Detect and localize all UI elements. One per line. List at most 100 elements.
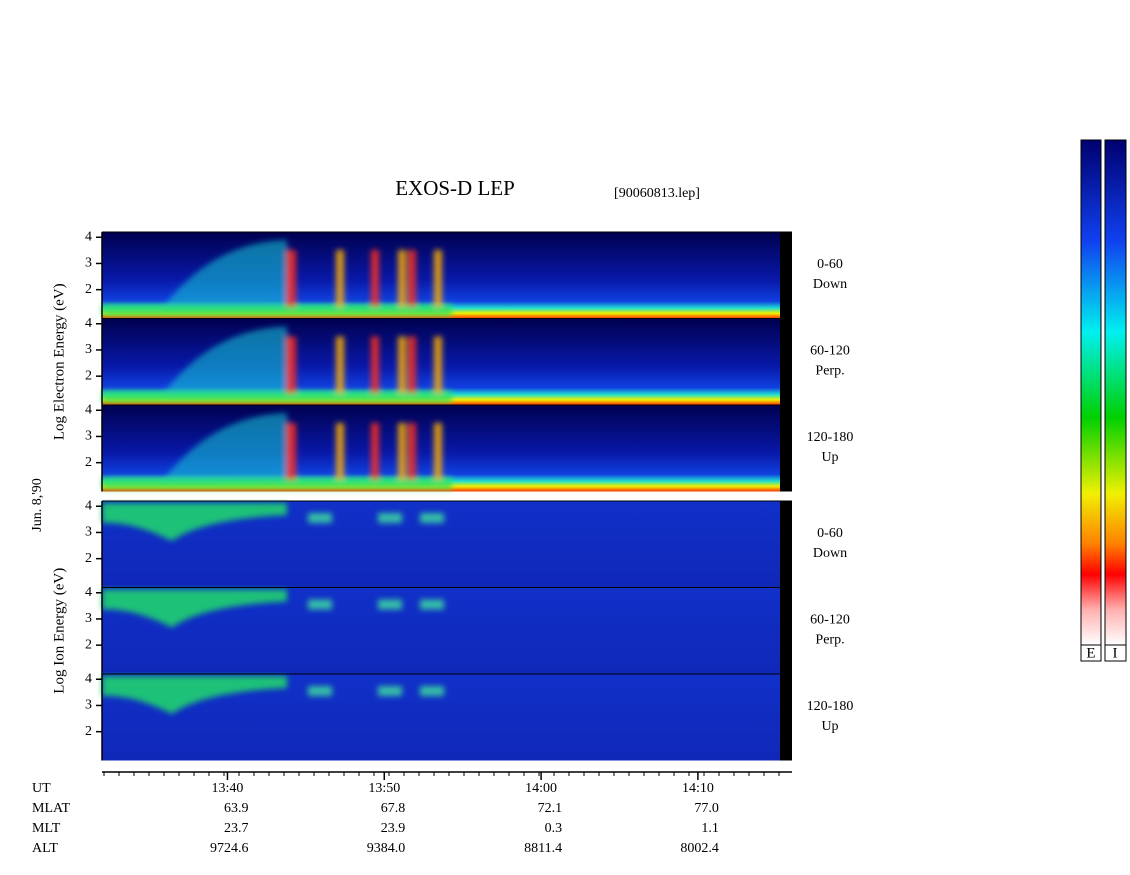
orbit-value: 1.1	[701, 821, 719, 836]
chart-subtitle: [90060813.lep]	[614, 186, 700, 201]
orbit-value: 8811.4	[524, 841, 562, 856]
y-tick-label: 4	[85, 316, 92, 331]
orbit-row-label: UT	[32, 781, 51, 796]
spectrogram-feature	[286, 423, 296, 480]
orbit-value: 23.9	[381, 821, 406, 836]
spectrogram-feature	[102, 477, 452, 490]
spectrogram-feature	[378, 599, 402, 610]
spectrogram-features	[102, 326, 452, 403]
colorbar	[1080, 139, 1102, 646]
spectrogram-feature	[408, 336, 416, 393]
spectrogram-feature	[371, 336, 379, 393]
y-tick-label: 4	[85, 498, 92, 513]
orbit-row-label: MLT	[32, 821, 61, 836]
spectrogram-feature	[308, 599, 332, 610]
spectrogram-feature	[371, 423, 379, 480]
spectrogram-features	[102, 413, 452, 490]
spectrogram-feature	[102, 391, 452, 403]
y-tick-label: 3	[85, 342, 92, 357]
panel-label: 60-120	[810, 613, 850, 628]
spectrogram-features	[102, 240, 452, 317]
y-tick-label: 3	[85, 429, 92, 444]
panel-label: Perp.	[815, 633, 844, 648]
y-axis-label: Log Electron Energy (eV)	[51, 283, 67, 440]
spectrogram-feature	[420, 686, 444, 696]
spectrogram-feature	[398, 336, 406, 393]
y-axis-label: Log Ion Energy (eV)	[51, 568, 67, 694]
orbit-row-label: MLAT	[32, 801, 71, 816]
spectrogram-feature	[102, 589, 287, 628]
spectrogram-feature	[434, 336, 442, 393]
spectrogram-feature	[308, 686, 332, 696]
colorbar-label-box	[1080, 644, 1102, 662]
y-tick-label: 3	[85, 611, 92, 626]
spectrogram-feature	[102, 304, 452, 317]
x-tick-label: 13:50	[368, 781, 400, 796]
orbit-value: 9724.6	[210, 841, 249, 856]
panel-label: Down	[813, 277, 847, 292]
spectrogram-feature	[162, 240, 287, 309]
y-tick-label: 2	[85, 724, 92, 739]
colorbar	[1104, 139, 1127, 646]
panel-label: 120-180	[807, 699, 854, 714]
panel-label: Up	[821, 719, 838, 734]
spectrogram-feature	[286, 250, 296, 307]
spectrogram-feature	[286, 336, 296, 393]
spectrogram-feature	[408, 250, 416, 307]
spectrogram-edge	[780, 318, 792, 405]
spectrogram-feature	[408, 423, 416, 480]
colorbar-label: I	[1113, 645, 1118, 661]
spectrogram-feature	[336, 423, 344, 480]
orbit-value: 23.7	[224, 821, 249, 836]
spectrogram-edge	[780, 232, 792, 319]
panel-label: Up	[821, 450, 838, 465]
y-tick-label: 4	[85, 671, 92, 686]
spectrogram-feature	[308, 513, 332, 523]
panel-label: 0-60	[817, 526, 843, 541]
orbit-value: 8002.4	[680, 841, 719, 856]
spectrogram-feature	[420, 513, 444, 523]
spectrogram-feature	[398, 423, 406, 480]
chart-title: EXOS-D LEP	[395, 176, 515, 200]
y-tick-label: 4	[85, 402, 92, 417]
x-tick-label: 14:10	[682, 781, 714, 796]
spectrogram-features	[102, 589, 444, 628]
spectrogram-feature	[398, 250, 406, 307]
spectrogram-feature	[434, 423, 442, 480]
spectrogram-features	[102, 676, 444, 714]
y-tick-label: 3	[85, 525, 92, 540]
panel-label: Perp.	[815, 364, 844, 379]
y-tick-label: 2	[85, 637, 92, 652]
spectrogram-feature	[162, 326, 287, 395]
y-tick-label: 2	[85, 368, 92, 383]
spectrogram-feature	[102, 676, 287, 714]
y-tick-label: 2	[85, 551, 92, 566]
spectrogram-edge	[780, 405, 792, 492]
orbit-value: 77.0	[694, 801, 719, 816]
spectrogram-feature	[162, 413, 287, 482]
y-tick-label: 4	[85, 585, 92, 600]
spectrogram-feature	[371, 250, 379, 307]
panel-label: 60-120	[810, 344, 850, 359]
y-tick-label: 4	[85, 229, 92, 244]
x-tick-label: 14:00	[525, 781, 557, 796]
orbit-value: 67.8	[381, 801, 406, 816]
panel-label: 0-60	[817, 257, 843, 272]
spectrogram-feature	[434, 250, 442, 307]
colorbar-label: E	[1086, 645, 1095, 661]
date-label: Jun. 8,'90	[30, 478, 45, 531]
colorbar-label-box	[1104, 644, 1127, 662]
spectrogram-feature	[378, 686, 402, 696]
y-tick-label: 3	[85, 698, 92, 713]
orbit-value: 63.9	[224, 801, 249, 816]
y-tick-label: 3	[85, 256, 92, 271]
spectrogram-edge	[780, 501, 792, 588]
spectrogram-feature	[336, 250, 344, 307]
spectrogram-feature	[378, 513, 402, 523]
spectrogram-feature	[102, 503, 287, 541]
spectrogram-feature	[336, 336, 344, 393]
y-tick-label: 2	[85, 282, 92, 297]
y-tick-label: 2	[85, 455, 92, 470]
x-tick-label: 13:40	[212, 781, 244, 796]
